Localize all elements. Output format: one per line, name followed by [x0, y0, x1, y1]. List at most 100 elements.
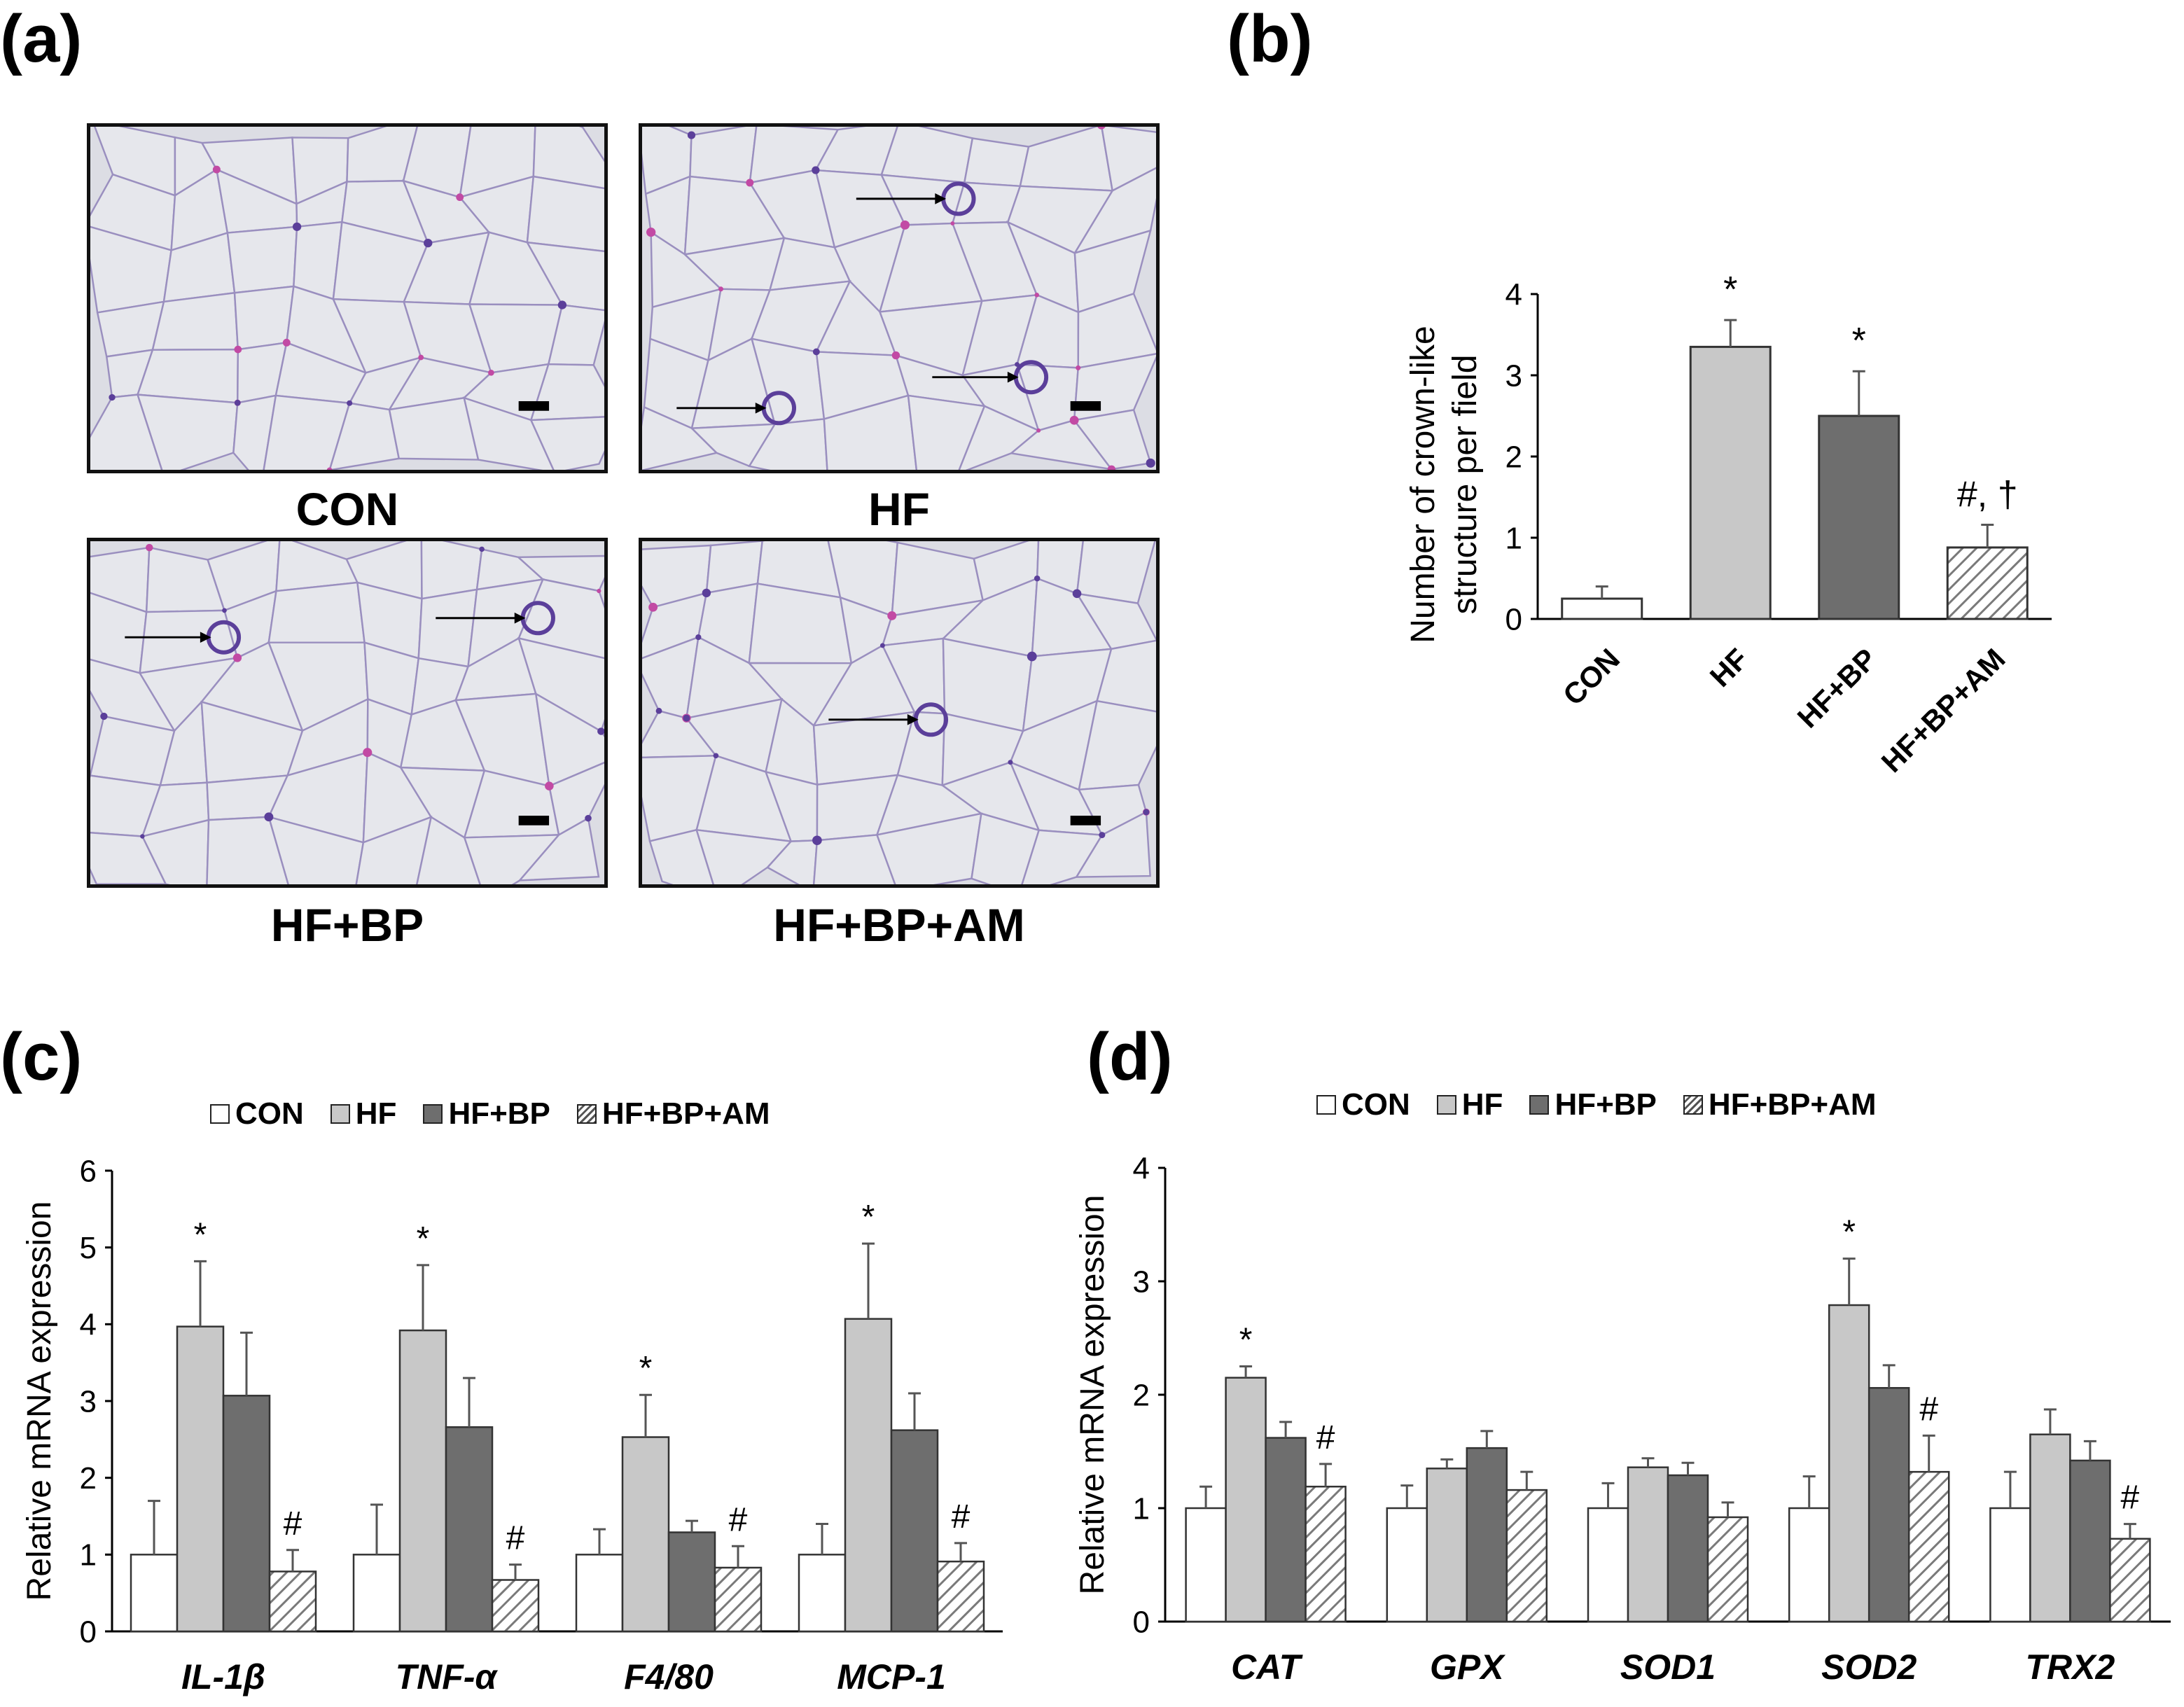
chart-c-y-tick-label: 2 — [80, 1461, 97, 1496]
adipocyte-cell — [1075, 810, 1151, 878]
chart-c-bar — [798, 1554, 847, 1633]
micrograph-hf-image — [642, 127, 1156, 470]
legend-d-hfbp-swatch — [1529, 1095, 1550, 1115]
panel-label-d: (d) — [1087, 1019, 1173, 1094]
chart-c-bar — [222, 1395, 271, 1633]
nucleus-stain — [887, 611, 897, 620]
nucleus-stain — [1143, 809, 1150, 816]
adipocyte-cell — [529, 416, 604, 470]
nucleus-stain — [234, 399, 241, 406]
legend-c-hfbpam-swatch — [576, 1104, 597, 1124]
scale-bar — [518, 401, 550, 411]
micrograph-hf — [639, 123, 1160, 473]
nucleus-stain — [597, 588, 601, 594]
nucleus-stain — [655, 707, 662, 714]
adipocyte-network — [90, 541, 604, 884]
adipocyte-cell — [748, 418, 828, 470]
chart-d-bar — [1788, 1507, 1830, 1623]
nucleus-stain — [646, 228, 656, 237]
adipocyte-cell — [1077, 292, 1156, 369]
nucleus-stain — [950, 221, 955, 226]
chart-c-x-tick-label: F4/80 — [624, 1657, 714, 1696]
adipocyte-network — [90, 127, 604, 470]
chart-d-bar — [1828, 1304, 1870, 1623]
micrograph-hf-bp-am — [639, 538, 1160, 888]
chart-b-x-tick-label: HF+BP+AM — [1875, 642, 2012, 779]
chart-c-y-tick-label: 1 — [80, 1538, 97, 1573]
nucleus-stain — [1146, 458, 1155, 468]
adipocyte-cell — [267, 815, 365, 884]
chart-d-annotation: * — [1842, 1214, 1856, 1251]
legend-d-con-swatch — [1316, 1095, 1336, 1115]
chart-b-x-tick-label: HF+BP — [1791, 642, 1883, 734]
chart-c-bar — [936, 1560, 985, 1633]
chart-b-y-label-line: structure per field — [1447, 355, 1484, 615]
chart-d-x-tick-label: CAT — [1231, 1647, 1304, 1687]
adipocyte-cell — [416, 816, 481, 884]
adipocyte-cell — [648, 828, 715, 884]
nucleus-stain — [713, 753, 719, 759]
nucleus-stain — [891, 351, 900, 360]
nucleus-stain — [812, 348, 820, 356]
adipocyte-cell — [463, 396, 555, 470]
legend-c-con: CON — [210, 1096, 304, 1131]
micrograph-caption-hf-bp-am: HF+BP+AM — [773, 899, 1025, 951]
chart-b-x-tick-label: CON — [1557, 642, 1626, 711]
chart-d-bar — [1706, 1516, 1749, 1623]
nucleus-stain — [109, 393, 116, 401]
chart-b-y-tick-label: 1 — [1505, 521, 1522, 555]
adipocyte-cell — [206, 816, 289, 884]
arrowhead — [200, 632, 211, 643]
chart-d-bar — [1225, 1377, 1267, 1623]
panel-label-a: (a) — [0, 1, 83, 76]
arrowhead — [755, 402, 767, 414]
chart-b-bar — [1561, 597, 1643, 620]
legend-d: CON HF HF+BP HF+BP+AM — [1316, 1087, 1903, 1122]
chart-d-y-tick-label: 2 — [1133, 1378, 1150, 1412]
legend-d-hfbp: HF+BP — [1529, 1087, 1657, 1122]
scale-bar — [1070, 401, 1101, 411]
arrowhead — [935, 193, 947, 204]
chart-b-bar — [1689, 345, 1772, 620]
legend-c-hfbp-label: HF+BP — [448, 1096, 550, 1131]
nucleus-stain — [687, 131, 696, 139]
legend-c-hfbp-swatch — [423, 1104, 443, 1124]
chart-c-bar — [621, 1436, 670, 1633]
nucleus-stain — [363, 748, 373, 758]
chart-d-x-tick-label: TRX2 — [2025, 1647, 2115, 1687]
nucleus-stain — [879, 643, 885, 648]
chart-c-bar — [352, 1554, 401, 1633]
legend-d-hfbpam-label: HF+BP+AM — [1708, 1087, 1877, 1122]
chart-c-y-tick-label: 3 — [80, 1384, 97, 1419]
legend-d-hfbpam: HF+BP+AM — [1683, 1087, 1877, 1122]
nucleus-stain — [1036, 428, 1041, 433]
nucleus-stain — [456, 193, 464, 202]
chart-b-x-tick-label: HF — [1704, 642, 1755, 693]
adipocyte-cell — [532, 127, 604, 190]
nucleus-stain — [585, 816, 591, 821]
chart-b-y-tick-label: 2 — [1505, 440, 1522, 474]
nucleus-stain — [488, 370, 494, 376]
chart-b-y-tick-label: 4 — [1505, 277, 1522, 312]
chart-d-bar — [1265, 1437, 1307, 1623]
chart-b-bar — [1946, 546, 2029, 620]
chart-c-y-tick-label: 4 — [80, 1308, 97, 1342]
chart-c-y-tick-label: 6 — [80, 1154, 97, 1188]
chart-d-bar — [1587, 1507, 1629, 1623]
nucleus-stain — [424, 238, 433, 248]
micrograph-con — [87, 123, 608, 473]
nucleus-stain — [282, 338, 291, 347]
chart-c-bar — [667, 1531, 716, 1633]
nucleus-stain — [746, 179, 754, 187]
nucleus-stain — [702, 588, 711, 598]
micrograph-hf-bp — [87, 538, 608, 888]
nucleus-stain — [718, 286, 724, 292]
micrograph-hf-bp-am-image — [642, 541, 1156, 884]
nucleus-stain — [557, 300, 567, 309]
chart-c-annotation: # — [284, 1505, 302, 1542]
nucleus-stain — [326, 467, 333, 470]
chart-b-bar — [1818, 414, 1900, 620]
adipocyte-cell — [1075, 592, 1156, 650]
chart-d-bar — [2029, 1433, 2071, 1623]
legend-c: CON HF HF+BP HF+BP+AM — [210, 1096, 797, 1131]
